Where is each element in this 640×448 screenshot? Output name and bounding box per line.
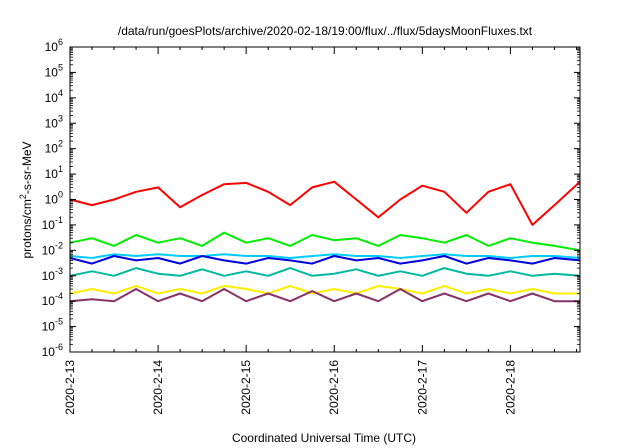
series-line-2 xyxy=(69,255,581,265)
y-tick-label: 106 xyxy=(45,37,63,54)
y-tick-exponent: -5 xyxy=(55,317,63,327)
x-axis: 2020-2-13 2020-2-14 2020-2-15 2020-2-16 2020… xyxy=(63,47,577,415)
y-tick-exponent: 4 xyxy=(58,88,63,98)
y-tick-exponent: -4 xyxy=(55,291,63,301)
y-tick-label: 10-2 xyxy=(42,240,63,257)
plot-frame xyxy=(69,46,581,353)
y-tick-base: 10 xyxy=(45,167,59,181)
y-tick-base: 10 xyxy=(45,116,59,130)
y-tick-label: 104 xyxy=(45,88,63,105)
y-tick-exponent: -2 xyxy=(55,240,63,250)
y-tick-base: 10 xyxy=(42,243,56,257)
series-line-3 xyxy=(69,253,581,259)
y-tick-exponent: 0 xyxy=(58,190,63,200)
y-tick-base: 10 xyxy=(45,65,59,79)
y-tick-label: 100 xyxy=(45,190,63,207)
y-tick-exponent: -3 xyxy=(55,266,63,276)
x-tick-label: 2020-2-13 xyxy=(63,360,77,415)
x-tick-label: 2020-2-16 xyxy=(327,360,341,415)
y-tick-exponent: 5 xyxy=(58,62,63,72)
y-axis-label: protons/cm2-s-sr-MeV xyxy=(18,141,34,258)
y-tick-base: 10 xyxy=(42,218,56,232)
y-tick-label: 10-6 xyxy=(42,342,63,359)
y-tick-label: 102 xyxy=(45,139,63,156)
y-tick-exponent: -1 xyxy=(55,215,63,225)
y-tick-base: 10 xyxy=(45,193,59,207)
y-tick-label: 101 xyxy=(45,164,63,181)
series-line-5 xyxy=(69,284,580,295)
y-tick-exponent: 6 xyxy=(58,37,63,47)
y-tick-base: 10 xyxy=(42,294,56,308)
y-tick-label: 10-3 xyxy=(42,266,63,283)
y-tick-base: 10 xyxy=(42,269,56,283)
x-tick-label: 2020-2-15 xyxy=(239,360,253,415)
series-line-0 xyxy=(69,180,581,226)
y-tick-base: 10 xyxy=(42,345,56,359)
y-tick-label: 103 xyxy=(45,113,63,130)
y-tick-exponent: 3 xyxy=(58,113,63,123)
y-tick-label: 10-1 xyxy=(42,215,63,232)
y-tick-exponent: 2 xyxy=(58,139,63,149)
y-tick-label: 105 xyxy=(45,62,63,79)
series-line-4 xyxy=(69,267,581,277)
y-tick-exponent: 1 xyxy=(58,164,63,174)
y-axis: 10-610-510-410-310-210-11001011021031041… xyxy=(42,37,580,359)
y-tick-label: 10-4 xyxy=(42,291,63,308)
x-tick-label: 2020-2-18 xyxy=(503,360,517,415)
x-axis-label: Coordinated Universal Time (UTC) xyxy=(232,431,416,445)
y-tick-label: 10-5 xyxy=(42,317,63,334)
y-axis-label-rest: -s-sr-MeV xyxy=(20,141,34,194)
y-tick-base: 10 xyxy=(45,40,59,54)
x-tick-label: 2020-2-17 xyxy=(415,360,429,415)
series-layer xyxy=(69,180,581,303)
x-tick-label: 2020-2-14 xyxy=(151,360,165,415)
y-tick-base: 10 xyxy=(45,142,59,156)
series-line-6 xyxy=(69,288,580,303)
series-line-1 xyxy=(69,231,581,252)
y-axis-label-sup: 2 xyxy=(18,194,28,199)
y-tick-base: 10 xyxy=(42,320,56,334)
y-axis-label-base: protons/cm xyxy=(20,199,34,258)
y-tick-base: 10 xyxy=(45,91,59,105)
chart-title: /data/run/goesPlots/archive/2020-02-18/1… xyxy=(118,24,533,38)
y-tick-exponent: -6 xyxy=(55,342,63,352)
